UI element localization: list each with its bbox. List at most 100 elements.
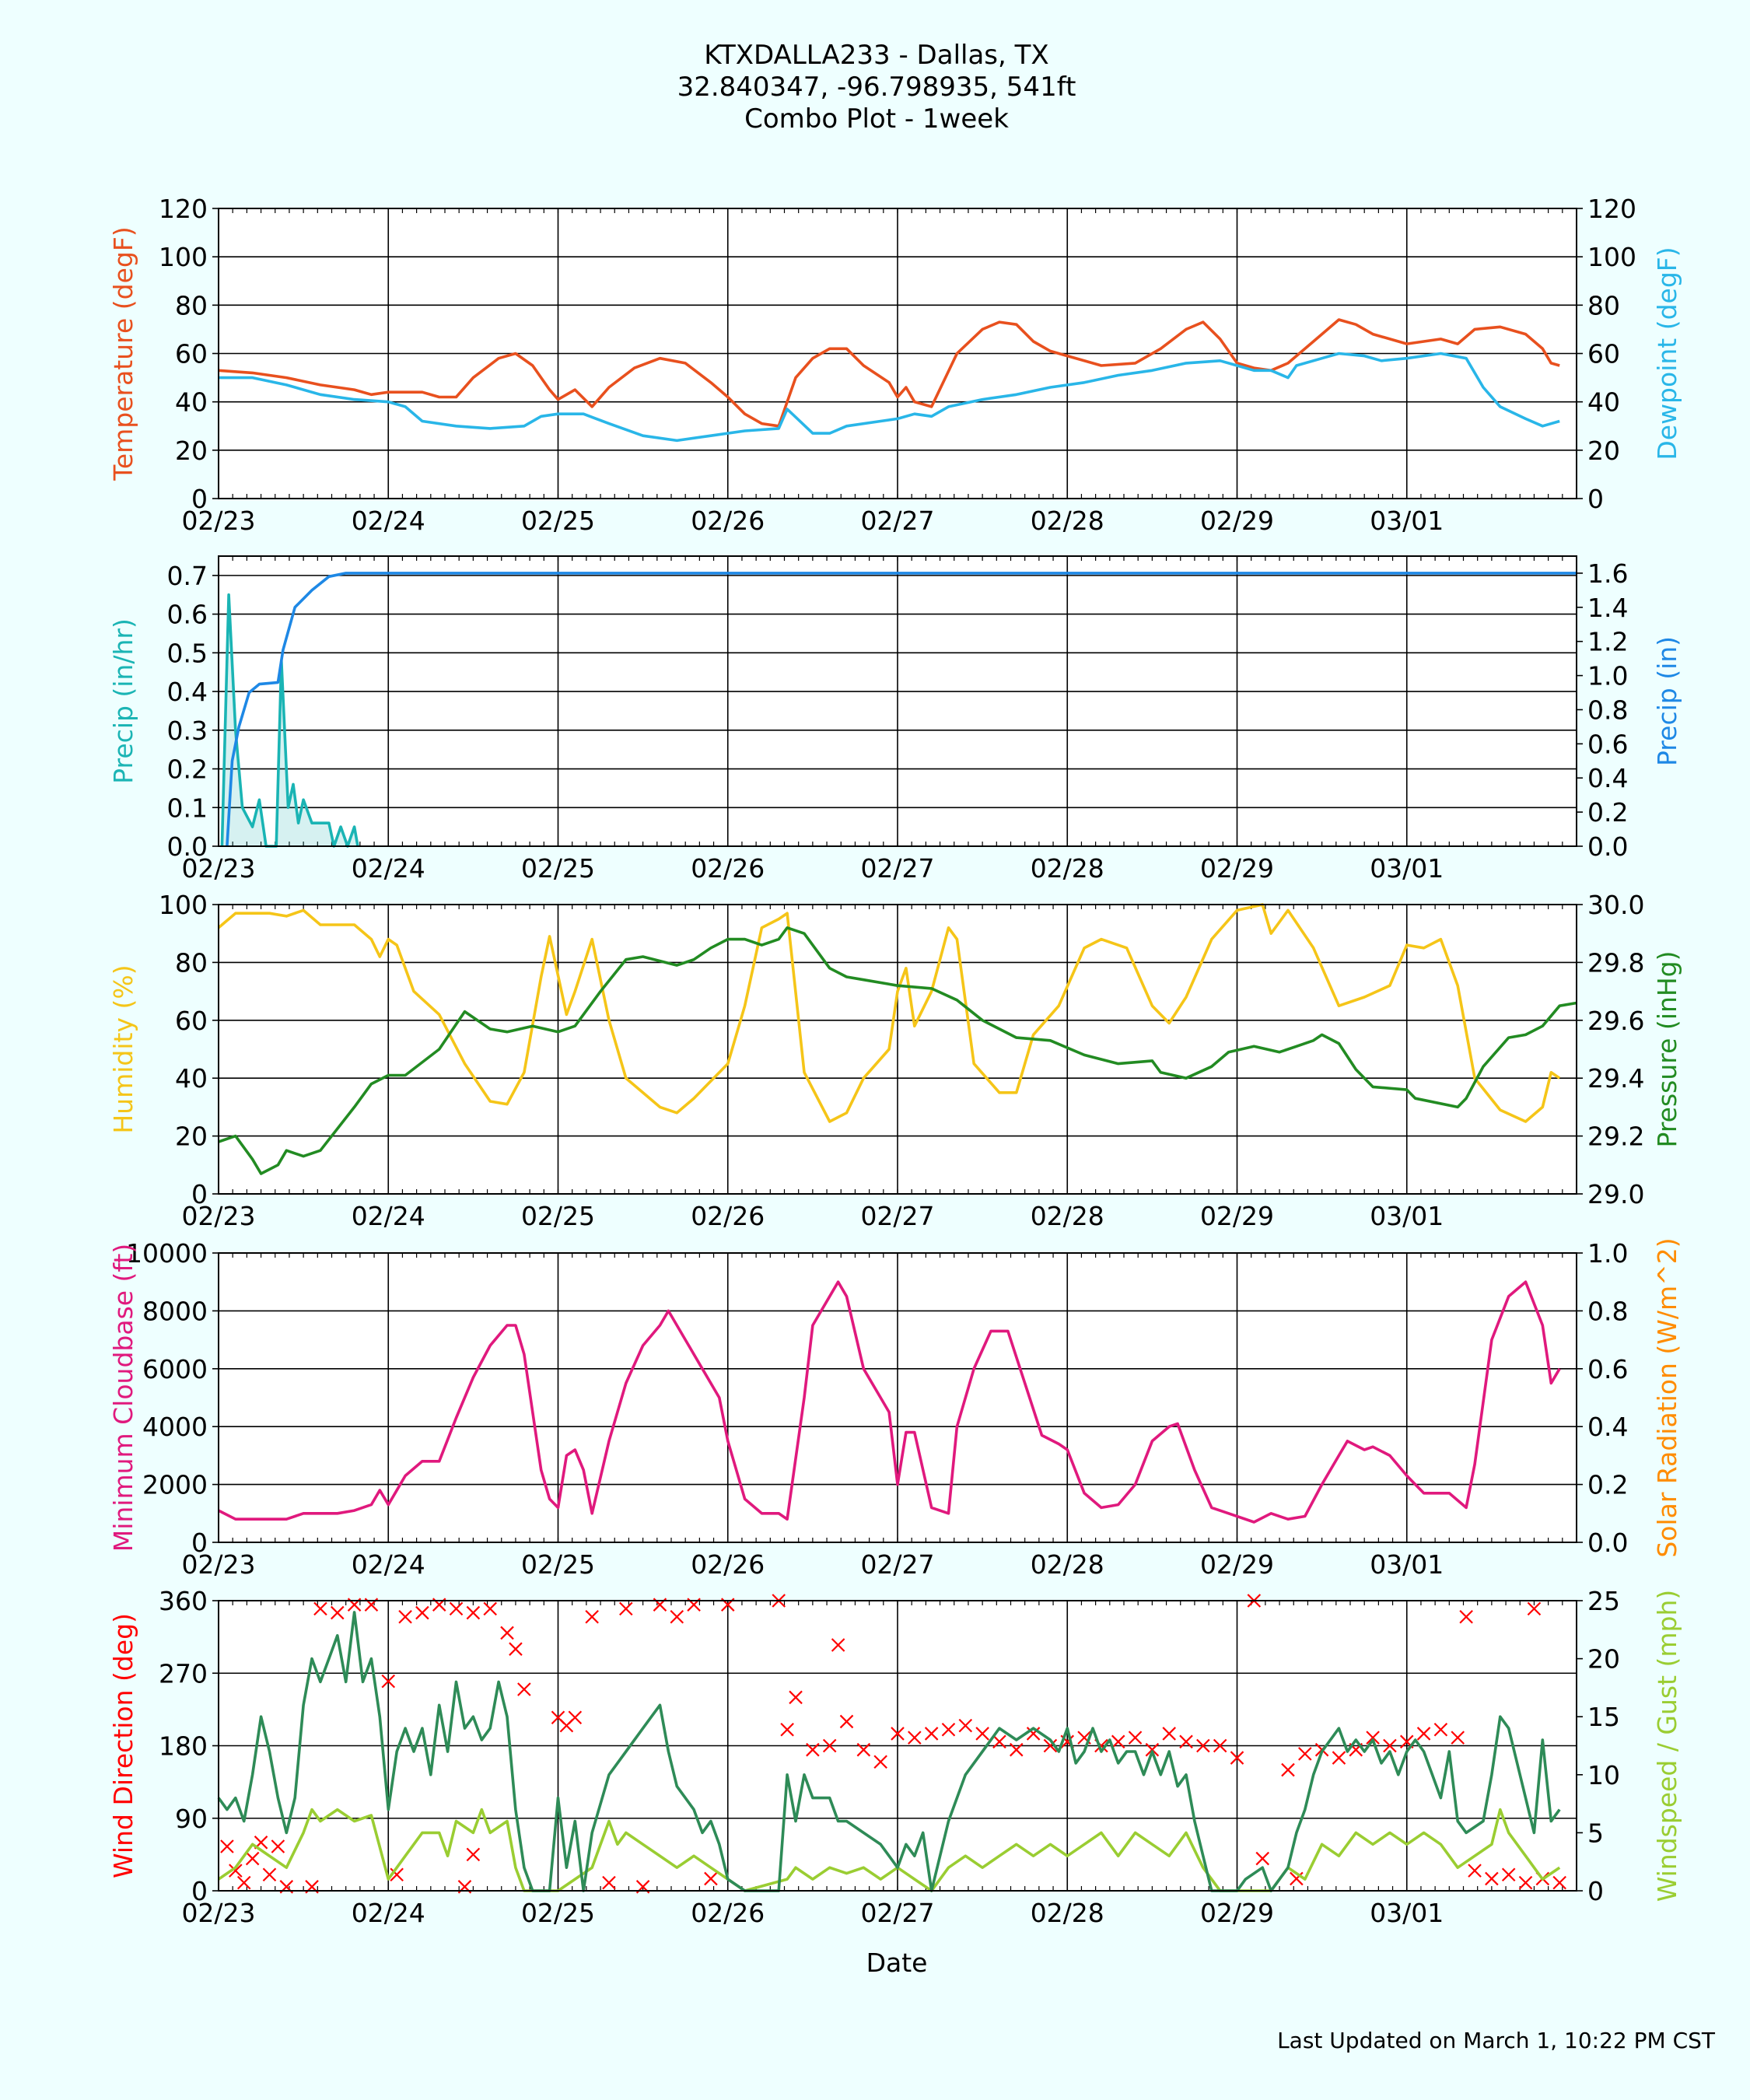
y-right-tick-label: 0 bbox=[1587, 484, 1604, 514]
y-left-tick-label: 360 bbox=[159, 1586, 208, 1616]
y-right-tick-label: 20 bbox=[1587, 436, 1620, 466]
x-tick-label: 03/01 bbox=[1370, 1898, 1444, 1928]
wind-direction-marker bbox=[670, 1609, 684, 1624]
x-tick-label: 02/29 bbox=[1200, 1549, 1274, 1580]
y-left-tick-label: 0.3 bbox=[167, 716, 208, 746]
y-left-tick-label: 10000 bbox=[126, 1238, 208, 1269]
y-right-tick-label: 25 bbox=[1587, 1586, 1620, 1616]
wind-direction-marker bbox=[1196, 1738, 1210, 1753]
series-line bbox=[219, 352, 1560, 443]
y-right-tick-label: 100 bbox=[1587, 242, 1636, 272]
wind-direction-marker bbox=[220, 1839, 234, 1853]
y-right-tick-label: 0.2 bbox=[1587, 797, 1628, 828]
y-right-axis-label: Solar Radiation (W/m^2) bbox=[1652, 1237, 1682, 1557]
wind-direction-marker bbox=[466, 1605, 481, 1620]
wind-direction-marker bbox=[466, 1847, 481, 1862]
y-left-tick-label: 0 bbox=[191, 484, 208, 514]
series-dewpoint-degf bbox=[219, 352, 1560, 443]
x-tick-label: 02/29 bbox=[1200, 1898, 1274, 1928]
y-left-tick-label: 0.0 bbox=[167, 831, 208, 862]
wind-direction-marker bbox=[390, 1867, 404, 1882]
wind-direction-marker bbox=[789, 1690, 803, 1705]
wind-direction-marker bbox=[619, 1601, 633, 1616]
y-right-tick-label: 29.6 bbox=[1587, 1006, 1644, 1036]
wind-direction-marker bbox=[891, 1727, 905, 1741]
series-humidity bbox=[217, 903, 1561, 1123]
y-left-tick-label: 100 bbox=[159, 890, 208, 920]
wind-direction-marker bbox=[975, 1727, 989, 1741]
wind-direction-marker bbox=[958, 1718, 973, 1733]
series-gust-mph bbox=[217, 1611, 1561, 1892]
x-tick-label: 02/28 bbox=[1031, 853, 1104, 884]
y-left-tick-label: 180 bbox=[159, 1731, 208, 1762]
y-right-tick-label: 20 bbox=[1587, 1644, 1620, 1675]
wind-direction-marker bbox=[1162, 1727, 1176, 1741]
y-left-axis-label: Temperature (degF) bbox=[108, 226, 138, 481]
wind-direction-marker bbox=[856, 1742, 871, 1757]
wind-direction-marker bbox=[1468, 1864, 1482, 1878]
y-right-tick-label: 29.4 bbox=[1587, 1063, 1644, 1094]
y-right-tick-label: 0.0 bbox=[1587, 831, 1628, 862]
y-right-tick-label: 0.8 bbox=[1587, 695, 1628, 725]
y-left-tick-label: 8000 bbox=[142, 1296, 208, 1326]
x-tick-label: 03/01 bbox=[1370, 506, 1444, 536]
x-tick-label: 02/26 bbox=[691, 1201, 765, 1231]
wind-direction-marker bbox=[449, 1601, 464, 1616]
x-tick-label: 02/28 bbox=[1031, 506, 1104, 536]
series-precip-in-hr bbox=[220, 593, 359, 848]
wind-direction-marker bbox=[1332, 1751, 1346, 1765]
y-right-tick-label: 80 bbox=[1587, 290, 1620, 320]
y-left-tick-label: 2000 bbox=[142, 1470, 208, 1500]
y-left-tick-label: 20 bbox=[175, 436, 208, 466]
x-tick-label: 02/27 bbox=[860, 506, 934, 536]
x-tick-label: 03/01 bbox=[1370, 1549, 1444, 1580]
panel-4: 0 2000 4000 6000 8000 10000 0.0 0.2 0.4 0.6 0.8 1.0… bbox=[108, 1237, 1682, 1580]
wind-direction-marker bbox=[330, 1605, 345, 1620]
y-right-tick-label: 29.8 bbox=[1587, 947, 1644, 978]
x-tick-label: 03/01 bbox=[1370, 853, 1444, 884]
wind-direction-marker bbox=[509, 1642, 523, 1656]
plot-frame bbox=[218, 904, 1577, 1195]
wind-direction-marker bbox=[1281, 1762, 1295, 1777]
y-right-tick-label: 40 bbox=[1587, 387, 1620, 418]
y-left-tick-label: 60 bbox=[175, 1006, 208, 1036]
x-tick-label: 02/25 bbox=[521, 1201, 595, 1231]
x-tick-label: 02/27 bbox=[860, 1549, 934, 1580]
wind-direction-marker bbox=[483, 1601, 497, 1616]
series-line bbox=[226, 572, 1577, 847]
y-right-tick-label: 0.6 bbox=[1587, 1354, 1628, 1384]
wind-direction-marker bbox=[313, 1601, 327, 1616]
wind-direction-marker bbox=[1255, 1851, 1270, 1866]
wind-direction-marker bbox=[262, 1867, 277, 1882]
wind-direction-marker bbox=[1485, 1871, 1499, 1886]
y-right-tick-label: 30.0 bbox=[1587, 890, 1644, 920]
y-right-tick-label: 15 bbox=[1587, 1702, 1620, 1732]
x-tick-label: 02/29 bbox=[1200, 506, 1274, 536]
series-line bbox=[218, 926, 1577, 1175]
wind-direction-marker bbox=[1527, 1601, 1542, 1616]
plot-frame bbox=[218, 555, 1577, 847]
x-tick-label: 02/24 bbox=[352, 1549, 425, 1580]
wind-direction-marker bbox=[245, 1851, 260, 1866]
wind-direction-marker bbox=[1128, 1731, 1143, 1745]
series-line bbox=[218, 318, 1560, 428]
y-left-tick-label: 80 bbox=[175, 947, 208, 978]
series-windspeed-mph bbox=[217, 1808, 1561, 1892]
x-tick-label: 02/23 bbox=[181, 1549, 255, 1580]
x-tick-label: 02/25 bbox=[521, 1898, 595, 1928]
wind-direction-marker bbox=[704, 1871, 718, 1886]
plot-frame bbox=[218, 1600, 1577, 1892]
y-right-tick-label: 29.2 bbox=[1587, 1122, 1644, 1152]
wind-direction-marker bbox=[1145, 1742, 1160, 1757]
x-tick-label: 02/23 bbox=[181, 506, 255, 536]
wind-direction-marker bbox=[908, 1731, 922, 1745]
wind-direction-marker bbox=[941, 1723, 956, 1737]
series-wind-direction-deg bbox=[220, 1594, 1566, 1894]
y-right-tick-label: 0 bbox=[1587, 1876, 1604, 1906]
wind-direction-marker bbox=[806, 1742, 820, 1757]
y-right-tick-label: 1.2 bbox=[1587, 627, 1628, 657]
last-updated: Last Updated on March 1, 10:22 PM CST bbox=[1277, 2028, 1716, 2053]
y-left-tick-label: 270 bbox=[159, 1658, 208, 1689]
